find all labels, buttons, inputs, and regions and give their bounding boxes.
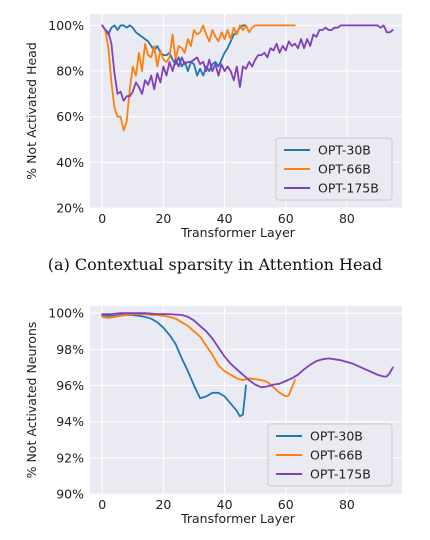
legend: OPT-30B OPT-66B OPT-175B bbox=[267, 423, 393, 487]
y-tick-label: 60% bbox=[56, 109, 84, 124]
legend-frame bbox=[267, 423, 393, 487]
x-axis-label: Transformer Layer bbox=[180, 225, 296, 240]
y-tick-label: 20% bbox=[56, 201, 84, 216]
x-tick-label: 80 bbox=[339, 497, 355, 512]
y-tick-label: 80% bbox=[56, 64, 84, 79]
x-tick-label: 40 bbox=[217, 211, 233, 226]
series-line-opt-175b bbox=[101, 312, 394, 389]
x-tick-label: 60 bbox=[278, 497, 294, 512]
x-tick-label: 80 bbox=[339, 211, 355, 226]
legend-entry: OPT-175B bbox=[318, 181, 379, 196]
legend-entry: OPT-175B bbox=[310, 467, 371, 482]
x-tick-label: 20 bbox=[155, 211, 171, 226]
y-axis-label: % Not Activated Neurons bbox=[24, 322, 39, 479]
y-tick-label: 100% bbox=[48, 18, 84, 33]
legend-entry: OPT-66B bbox=[318, 162, 371, 177]
y-tick-label: 92% bbox=[56, 450, 84, 465]
y-tick-label: 40% bbox=[56, 155, 84, 170]
legend: OPT-30B OPT-66B OPT-175B bbox=[275, 137, 393, 201]
y-tick-label: 94% bbox=[56, 414, 84, 429]
series-line-opt-66b bbox=[101, 24, 296, 132]
caption-a: (a) Contextual sparsity in Attention Hea… bbox=[47, 255, 383, 274]
series-line-opt-175b bbox=[101, 24, 394, 102]
y-tick-label: 90% bbox=[56, 487, 84, 502]
x-axis-label: Transformer Layer bbox=[180, 511, 296, 526]
y-axis-label: % Not Activated Head bbox=[24, 42, 39, 180]
chart-b: 90% 92% 94% 96% 98% 100% 0 20 40 60 80 Transformer … bbox=[24, 306, 402, 526]
x-tick-label: 60 bbox=[278, 211, 294, 226]
legend-entry: OPT-66B bbox=[310, 448, 363, 463]
y-tick-label: 98% bbox=[56, 342, 84, 357]
y-tick-label: 100% bbox=[48, 306, 84, 321]
y-tick-label: 96% bbox=[56, 378, 84, 393]
x-tick-label: 20 bbox=[155, 497, 171, 512]
legend-frame bbox=[275, 137, 393, 201]
legend-entry: OPT-30B bbox=[310, 429, 363, 444]
chart-a: 20% 40% 60% 80% 100% 0 20 40 60 80 Transformer Lay… bbox=[24, 14, 402, 240]
x-tick-label: 0 bbox=[98, 497, 106, 512]
x-tick-label: 40 bbox=[217, 497, 233, 512]
legend-entry: OPT-30B bbox=[318, 143, 371, 158]
x-tick-label: 0 bbox=[98, 211, 106, 226]
